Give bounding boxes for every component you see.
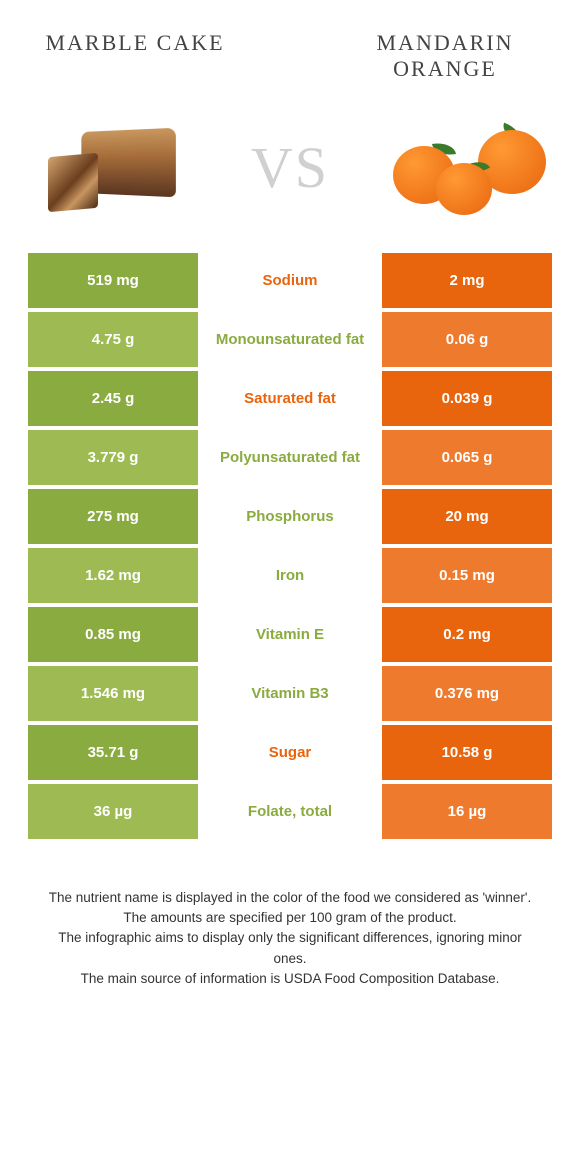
left-value: 4.75 g <box>28 312 198 367</box>
nutrient-label: Iron <box>198 548 382 603</box>
table-row: 1.62 mgIron0.15 mg <box>28 548 552 603</box>
nutrient-label: Sodium <box>198 253 382 308</box>
left-value: 35.71 g <box>28 725 198 780</box>
nutrient-label: Saturated fat <box>198 371 382 426</box>
nutrient-label: Vitamin B3 <box>198 666 382 721</box>
table-row: 1.546 mgVitamin B30.376 mg <box>28 666 552 721</box>
right-value: 0.039 g <box>382 371 552 426</box>
right-value: 0.15 mg <box>382 548 552 603</box>
table-row: 3.779 gPolyunsaturated fat0.065 g <box>28 430 552 485</box>
title-right: Mandarin orange <box>355 30 535 83</box>
right-value: 20 mg <box>382 489 552 544</box>
table-row: 35.71 gSugar10.58 g <box>28 725 552 780</box>
left-value: 275 mg <box>28 489 198 544</box>
right-value: 10.58 g <box>382 725 552 780</box>
nutrient-table: 519 mgSodium2 mg4.75 gMonounsaturated fa… <box>0 253 580 839</box>
footnote-line: The nutrient name is displayed in the co… <box>40 888 540 908</box>
left-value: 0.85 mg <box>28 607 198 662</box>
footnote-line: The main source of information is USDA F… <box>40 969 540 989</box>
mandarin-orange-image <box>385 113 550 223</box>
nutrient-label: Polyunsaturated fat <box>198 430 382 485</box>
left-value: 519 mg <box>28 253 198 308</box>
table-row: 519 mgSodium2 mg <box>28 253 552 308</box>
table-row: 0.85 mgVitamin E0.2 mg <box>28 607 552 662</box>
marble-cake-image <box>30 113 195 223</box>
header: Marble cake Mandarin orange <box>0 0 580 103</box>
nutrient-label: Sugar <box>198 725 382 780</box>
left-value: 1.546 mg <box>28 666 198 721</box>
left-value: 3.779 g <box>28 430 198 485</box>
right-value: 0.065 g <box>382 430 552 485</box>
left-value: 2.45 g <box>28 371 198 426</box>
nutrient-label: Monounsaturated fat <box>198 312 382 367</box>
nutrient-label: Phosphorus <box>198 489 382 544</box>
footnote-line: The infographic aims to display only the… <box>40 928 540 969</box>
nutrient-label: Vitamin E <box>198 607 382 662</box>
right-value: 0.06 g <box>382 312 552 367</box>
vs-text: VS <box>251 134 329 201</box>
right-value: 2 mg <box>382 253 552 308</box>
right-value: 0.2 mg <box>382 607 552 662</box>
left-value: 1.62 mg <box>28 548 198 603</box>
title-left: Marble cake <box>45 30 225 83</box>
table-row: 36 µgFolate, total16 µg <box>28 784 552 839</box>
footnote: The nutrient name is displayed in the co… <box>0 843 580 1009</box>
right-value: 16 µg <box>382 784 552 839</box>
left-value: 36 µg <box>28 784 198 839</box>
images-row: VS <box>0 103 580 253</box>
table-row: 275 mgPhosphorus20 mg <box>28 489 552 544</box>
table-row: 4.75 gMonounsaturated fat0.06 g <box>28 312 552 367</box>
nutrient-label: Folate, total <box>198 784 382 839</box>
table-row: 2.45 gSaturated fat0.039 g <box>28 371 552 426</box>
right-value: 0.376 mg <box>382 666 552 721</box>
footnote-line: The amounts are specified per 100 gram o… <box>40 908 540 928</box>
